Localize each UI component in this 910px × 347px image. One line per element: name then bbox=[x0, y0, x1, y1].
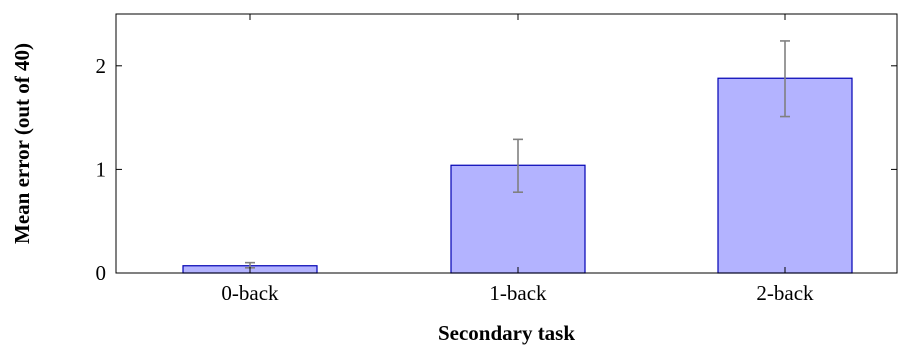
bars-layer bbox=[182, 77, 853, 274]
error-bars-layer bbox=[245, 40, 790, 269]
y-axis-title: Mean error (out of 40) bbox=[10, 43, 34, 244]
y-tick-label: 1 bbox=[96, 157, 107, 181]
y-tick-label: 0 bbox=[96, 261, 107, 285]
bar-1-back bbox=[450, 164, 586, 274]
x-axis-title: Secondary task bbox=[438, 321, 575, 345]
x-tick-label: 2-back bbox=[756, 281, 814, 305]
y-tick-label: 2 bbox=[96, 54, 107, 78]
error-bar-1-back bbox=[513, 138, 523, 193]
x-tick-label: 0-back bbox=[221, 281, 279, 305]
x-tick-label: 1-back bbox=[489, 281, 547, 305]
ticks-layer: 0-back 1-back 2-back 0 1 2 bbox=[96, 14, 897, 305]
plot-frame bbox=[115, 13, 898, 274]
error-bar-2-back bbox=[780, 40, 790, 118]
